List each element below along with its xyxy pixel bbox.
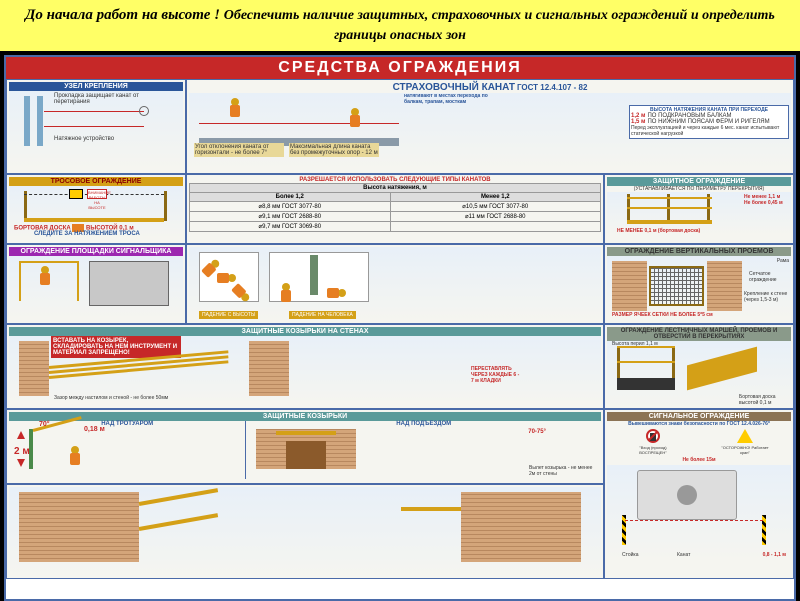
knot-illust: Прокладка защищает канат от перетирания … <box>9 91 183 168</box>
panel-vertical: ОГРАЖДЕНИЕ ВЕРТИКАЛЬНЫХ ПРОЕМОВ Рама Сет… <box>604 244 794 324</box>
header-bold: До начала работ на высоте ! <box>25 7 220 23</box>
prot-illust: Не менее 1,1 м Не более 0,45 м НЕ МЕНЕЕ … <box>607 192 791 234</box>
knot-note1: Прокладка защищает канат от перетирания <box>54 93 144 105</box>
visor-detail-illust <box>9 487 601 576</box>
panel-protective-fence: ЗАЩИТНОЕ ОГРАЖДЕНИЕ (УСТАНАВЛИВАЕТСЯ ПО … <box>604 174 794 244</box>
safety-poster: СРЕДСТВА ОГРАЖДЕНИЯ УЗЕЛ КРЕПЛЕНИЯ Прокл… <box>4 55 796 601</box>
poster-title: СРЕДСТВА ОГРАЖДЕНИЯ <box>6 57 794 79</box>
knot-title: УЗЕЛ КРЕПЛЕНИЯ <box>9 82 183 91</box>
rope-note-r: натягивают в местах перехода по балкам, … <box>404 93 494 105</box>
prohibition-sign-icon <box>646 429 660 443</box>
sig-illust <box>9 256 183 318</box>
visor-sidewalk: НАД ТРОТУАРОМ 70° 0,18 м 2 м <box>9 421 246 479</box>
rope-illust: Угол отклонения каната от горизонтали - … <box>189 93 791 168</box>
rope-gost: ГОСТ 12.4.107 - 82 <box>517 83 588 92</box>
signal-illust: Стойка Канат 0,8 - 1,1 м <box>607 465 791 560</box>
vert-illust: Рама Сетчатое ограждение Крепление к сте… <box>607 256 791 318</box>
panel-cable-fence: ТРОСОВОЕ ОГРАЖДЕНИЕ ВНИМАНИЕ РАБОТЫ НА В… <box>6 174 186 244</box>
test-note: Перед эксплуатацией и через каждые 6 мес… <box>631 125 787 137</box>
panel-visors: ЗАЩИТНЫЕ КОЗЫРЬКИ НАД ТРОТУАРОМ 70° 0,18… <box>6 409 604 484</box>
visors-title: ЗАЩИТНЫЕ КОЗЫРЬКИ <box>9 412 601 421</box>
rope-angle: Угол отклонения каната от горизонтали - … <box>194 143 284 157</box>
header-rest: Обеспечить наличие защитных, страховочны… <box>224 8 775 43</box>
stairs-title: ОГРАЖДЕНИЕ ЛЕСТНИЧНЫХ МАРШЕЙ, ПРОЕМОВ И … <box>607 327 791 341</box>
panel-signal-fence: СИГНАЛЬНОЕ ОГРАЖДЕНИЕ Вывешиваются знаки… <box>604 409 794 579</box>
vert-title: ОГРАЖДЕНИЕ ВЕРТИКАЛЬНЫХ ПРОЕМОВ <box>607 247 791 256</box>
panel-visors-walls: ЗАЩИТНЫЕ КОЗЫРЬКИ НА СТЕНАХ ВСТАВАТЬ НА … <box>6 324 604 409</box>
sig-title: ОГРАЖДЕНИЕ ПЛОЩАДКИ СИГНАЛЬЩИКА <box>9 247 183 256</box>
rope-len: Максимальная длина каната без промежуточ… <box>289 143 379 157</box>
cable-title: ТРОСОВОЕ ОГРАЖДЕНИЕ <box>9 177 183 186</box>
visor-entrance: НАД ПОДЪЕЗДОМ 70-75° Вылет козырька - не… <box>246 421 601 479</box>
visor-w-title: ЗАЩИТНЫЕ КОЗЫРЬКИ НА СТЕНАХ <box>9 327 601 336</box>
rope-table: Высота натяжения, м Более 1,2Менее 1,2 ⌀… <box>189 183 601 232</box>
panel-signalman: ОГРАЖДЕНИЕ ПЛОЩАДКИ СИГНАЛЬЩИКА <box>6 244 186 324</box>
panel-stairs: ОГРАЖДЕНИЕ ЛЕСТНИЧНЫХ МАРШЕЙ, ПРОЕМОВ И … <box>604 324 794 409</box>
warning-header: До начала работ на высоте ! Обеспечить н… <box>0 0 800 51</box>
warning-sign-icon <box>737 429 753 443</box>
visor-w-illust: ВСТАВАТЬ НА КОЗЫРЕК, СКЛАДИРОВАТЬ НА НЕМ… <box>9 336 601 403</box>
stairs-illust: Высота перил 1,1 м Бортовая доска высото… <box>607 341 791 408</box>
rope-title: СТРАХОВОЧНЫЙ КАНАТ <box>393 82 515 93</box>
cable-illust: ВНИМАНИЕ РАБОТЫ НА ВЫСОТЕ БОРТОВАЯ ДОСКА… <box>9 186 183 238</box>
panel-grid: УЗЕЛ КРЕПЛЕНИЯ Прокладка защищает канат … <box>6 79 794 599</box>
prot-title: ЗАЩИТНОЕ ОГРАЖДЕНИЕ <box>607 177 791 186</box>
panel-visor-detail <box>6 484 604 579</box>
knot-note2: Натяжное устройство <box>54 136 114 142</box>
panel-center-fall: ПАДЕНИЕ С ВЫСОТЫ ПАДЕНИЕ НА ЧЕЛОВЕКА <box>186 244 604 324</box>
panel-rope-types: РАЗРЕШАЕТСЯ ИСПОЛЬЗОВАТЬ СЛЕДУЮЩИЕ ТИПЫ … <box>186 174 604 244</box>
fall-illust: ПАДЕНИЕ С ВЫСОТЫ ПАДЕНИЕ НА ЧЕЛОВЕКА <box>189 247 601 321</box>
panel-knot: УЗЕЛ КРЕПЛЕНИЯ Прокладка защищает канат … <box>6 79 186 174</box>
cable-watch: СЛЕДИТЕ ЗА НАТЯЖЕНИЕМ ТРОСА <box>34 231 140 237</box>
signal-title: СИГНАЛЬНОЕ ОГРАЖДЕНИЕ <box>607 412 791 421</box>
panel-safety-rope: СТРАХОВОЧНЫЙ КАНАТ ГОСТ 12.4.107 - 82 Уг… <box>186 79 794 174</box>
